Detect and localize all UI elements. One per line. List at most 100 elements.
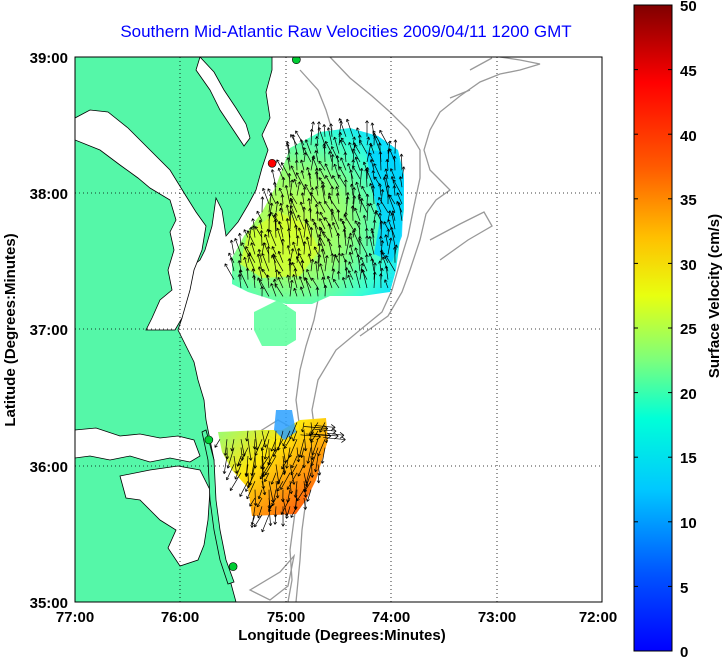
velocity-arrow xyxy=(264,455,277,476)
velocity-arrow xyxy=(277,250,284,263)
y-tick: 36:00 xyxy=(30,459,68,476)
velocity-arrow xyxy=(342,228,347,247)
velocity-arrow xyxy=(329,123,333,137)
velocity-arrow xyxy=(250,242,256,255)
velocity-arrow xyxy=(285,204,291,221)
velocity-arrow xyxy=(380,240,385,255)
velocity-arrow xyxy=(276,159,284,171)
velocity-arrow xyxy=(296,489,305,502)
velocity-arrow xyxy=(381,256,389,272)
velocity-arrow xyxy=(222,455,228,474)
velocity-arrow xyxy=(250,514,256,526)
velocity-arrow xyxy=(388,148,396,163)
velocity-arrow xyxy=(268,229,277,247)
velocity-arrow xyxy=(292,430,298,442)
y-tick: 39:00 xyxy=(30,50,68,67)
velocity-arrow xyxy=(314,143,319,154)
velocity-arrow xyxy=(318,167,326,179)
outer-banks xyxy=(201,429,235,585)
velocity-arrow xyxy=(385,255,396,272)
velocity-arrow xyxy=(307,172,312,188)
velocity-arrow xyxy=(317,126,326,146)
velocity-arrow xyxy=(372,219,377,230)
velocity-arrow xyxy=(254,514,263,528)
velocity-arrow xyxy=(274,283,284,297)
velocity-arrow xyxy=(280,472,291,490)
velocity-arrow xyxy=(310,447,319,467)
velocity-arrow xyxy=(331,268,336,280)
velocity-arrow xyxy=(373,163,382,179)
velocity-arrow xyxy=(317,439,326,457)
velocity-arrow xyxy=(261,253,270,272)
velocity-arrow xyxy=(279,207,284,221)
velocity-arrow xyxy=(348,232,354,247)
velocity-arrow xyxy=(258,219,263,230)
velocity-arrow xyxy=(382,176,389,196)
velocity-arrow xyxy=(300,192,305,205)
velocity-arrow xyxy=(385,158,390,171)
colorbar-scale xyxy=(633,4,673,652)
velocity-arrow xyxy=(313,221,319,238)
velocity-arrow xyxy=(300,433,321,441)
velocity-arrow xyxy=(365,235,369,247)
velocity-arrow xyxy=(261,481,267,496)
velocity-arrow xyxy=(384,168,389,179)
velocity-arrow xyxy=(247,439,253,461)
velocity-arrow xyxy=(281,177,286,188)
velocity-arrow xyxy=(267,213,272,230)
x-axis: 77:00 76:00 75:00 74:00 73:00 72:00 Long… xyxy=(56,609,617,644)
velocity-arrow xyxy=(314,150,319,163)
velocity-arrow xyxy=(327,192,333,205)
velocity-arrow xyxy=(289,197,298,213)
velocity-arrow xyxy=(378,151,383,171)
velocity-arrow xyxy=(300,447,305,458)
velocity-arrow xyxy=(333,136,340,154)
velocity-arrow xyxy=(293,287,298,297)
velocity-arrow xyxy=(285,506,291,519)
velocity-field-mid xyxy=(254,300,296,346)
velocity-arrow xyxy=(286,274,291,289)
velocity-arrow xyxy=(348,261,354,272)
velocity-arrow xyxy=(302,147,312,163)
velocity-arrow xyxy=(393,246,397,263)
velocity-arrow xyxy=(289,279,294,297)
velocity-arrow xyxy=(297,464,305,477)
velocity-arrow xyxy=(352,165,361,179)
velocity-arrow xyxy=(302,206,306,221)
colorbar-tick: 50 xyxy=(680,0,697,15)
velocity-arrow xyxy=(326,275,333,289)
velocity-arrow xyxy=(323,436,346,443)
velocity-arrow xyxy=(359,139,368,154)
velocity-arrow xyxy=(214,439,221,448)
velocity-arrow xyxy=(343,179,348,196)
velocity-arrow xyxy=(314,186,319,196)
velocity-arrow xyxy=(387,210,392,221)
velocity-arrow xyxy=(270,211,277,221)
velocity-arrow xyxy=(272,439,284,457)
velocity-arrow xyxy=(314,432,339,440)
velocity-arrow xyxy=(324,255,329,272)
velocity-arrow xyxy=(234,238,242,255)
colorbar-tick: 15 xyxy=(680,450,697,467)
velocity-arrow xyxy=(270,283,277,297)
velocity-arrow xyxy=(234,464,242,480)
velocity-arrow xyxy=(275,200,280,213)
velocity-arrow xyxy=(289,192,298,205)
velocity-arrow xyxy=(320,185,326,205)
velocity-arrow xyxy=(295,172,305,188)
velocity-arrow xyxy=(337,244,342,255)
velocity-arrow xyxy=(278,187,284,196)
velocity-arrow xyxy=(226,447,235,469)
colorbar: 50 45 40 35 30 25 20 15 10 5 0 Surface V… xyxy=(633,0,723,659)
velocity-arrow xyxy=(369,144,375,154)
velocity-arrow xyxy=(373,262,377,280)
velocity-arrow xyxy=(238,447,249,466)
velocity-arrow xyxy=(259,279,270,297)
velocity-arrow xyxy=(280,194,285,205)
velocity-arrow xyxy=(324,217,333,230)
velocity-arrow xyxy=(273,255,284,272)
velocity-arrow xyxy=(384,234,389,247)
colorbar-tick: 5 xyxy=(680,580,688,597)
velocity-arrow xyxy=(393,139,398,154)
velocity-arrow xyxy=(356,254,361,272)
